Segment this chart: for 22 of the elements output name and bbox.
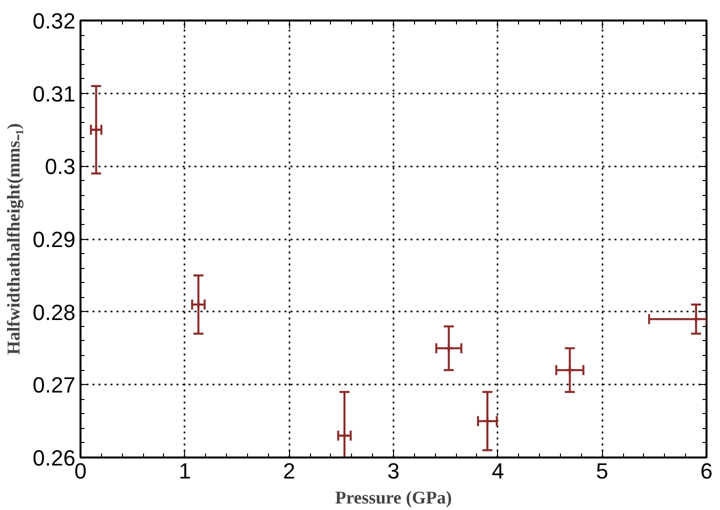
- y-tick-label: 0.32: [32, 8, 76, 34]
- x-tick-label: 1: [178, 458, 191, 484]
- point: [564, 365, 575, 376]
- point: [691, 314, 702, 324]
- point: [339, 430, 350, 441]
- y-tick-label: 0.27: [32, 372, 76, 398]
- x-tick-label: 0: [74, 458, 87, 484]
- x-tick-label: 3: [387, 458, 400, 484]
- y-tick-label: 0.3: [44, 154, 76, 180]
- x-tick-label: 5: [596, 458, 608, 484]
- x-axis-title: Pressure (GPa): [335, 488, 452, 508]
- y-axis-title: Halfwidthathalfheight(mms₋₁): [4, 123, 24, 355]
- x-tick-label: 2: [283, 458, 296, 484]
- y-tick-label: 0.26: [32, 446, 76, 470]
- x-tick-label: 6: [700, 458, 713, 484]
- y-tick-label: 0.29: [32, 227, 76, 252]
- point: [193, 300, 204, 310]
- point: [482, 416, 492, 426]
- x-tick-label: 4: [492, 458, 504, 484]
- point: [444, 343, 454, 354]
- y-tick-label: 0.28: [32, 300, 76, 325]
- y-tick-label: 0.31: [32, 81, 76, 106]
